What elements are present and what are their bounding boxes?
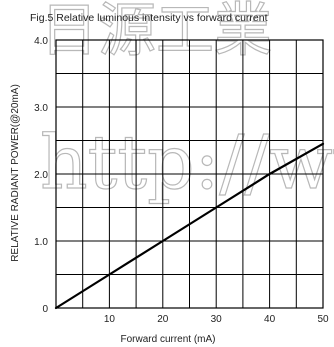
x-tick-label: 50 — [317, 314, 329, 325]
y-tick-label: 3.0 — [34, 103, 48, 114]
grid — [56, 40, 323, 308]
plot-frame — [55, 39, 324, 309]
y-tick-label: 1.0 — [34, 237, 48, 248]
y-axis-ticks: 0 1.0 2.0 3.0 4.0 — [34, 36, 48, 315]
series-line-1 — [54, 142, 325, 310]
y-axis-label: RELATIVE RADIANT POWER(@20mA) — [10, 84, 21, 262]
y-tick-label: 4.0 — [34, 36, 48, 47]
x-tick-label: 10 — [104, 314, 116, 325]
watermark: 日源工業 http://ww — [39, 0, 334, 207]
y-tick-label: 2.0 — [34, 170, 48, 181]
x-tick-label: 20 — [157, 314, 169, 325]
y-tick-label: 0 — [42, 304, 48, 315]
series-layer — [54, 142, 325, 310]
chart-title: Fig.5 Relative luminous intensity vs for… — [30, 12, 268, 24]
watermark-line-1: 日源工業 — [40, 0, 272, 64]
x-axis-label: Forward current (mA) — [120, 334, 215, 345]
x-tick-label: 30 — [211, 314, 223, 325]
watermark-line-2: http://ww — [40, 120, 334, 206]
x-axis-ticks: 10 20 30 40 50 — [104, 314, 329, 325]
x-tick-label: 40 — [264, 314, 276, 325]
